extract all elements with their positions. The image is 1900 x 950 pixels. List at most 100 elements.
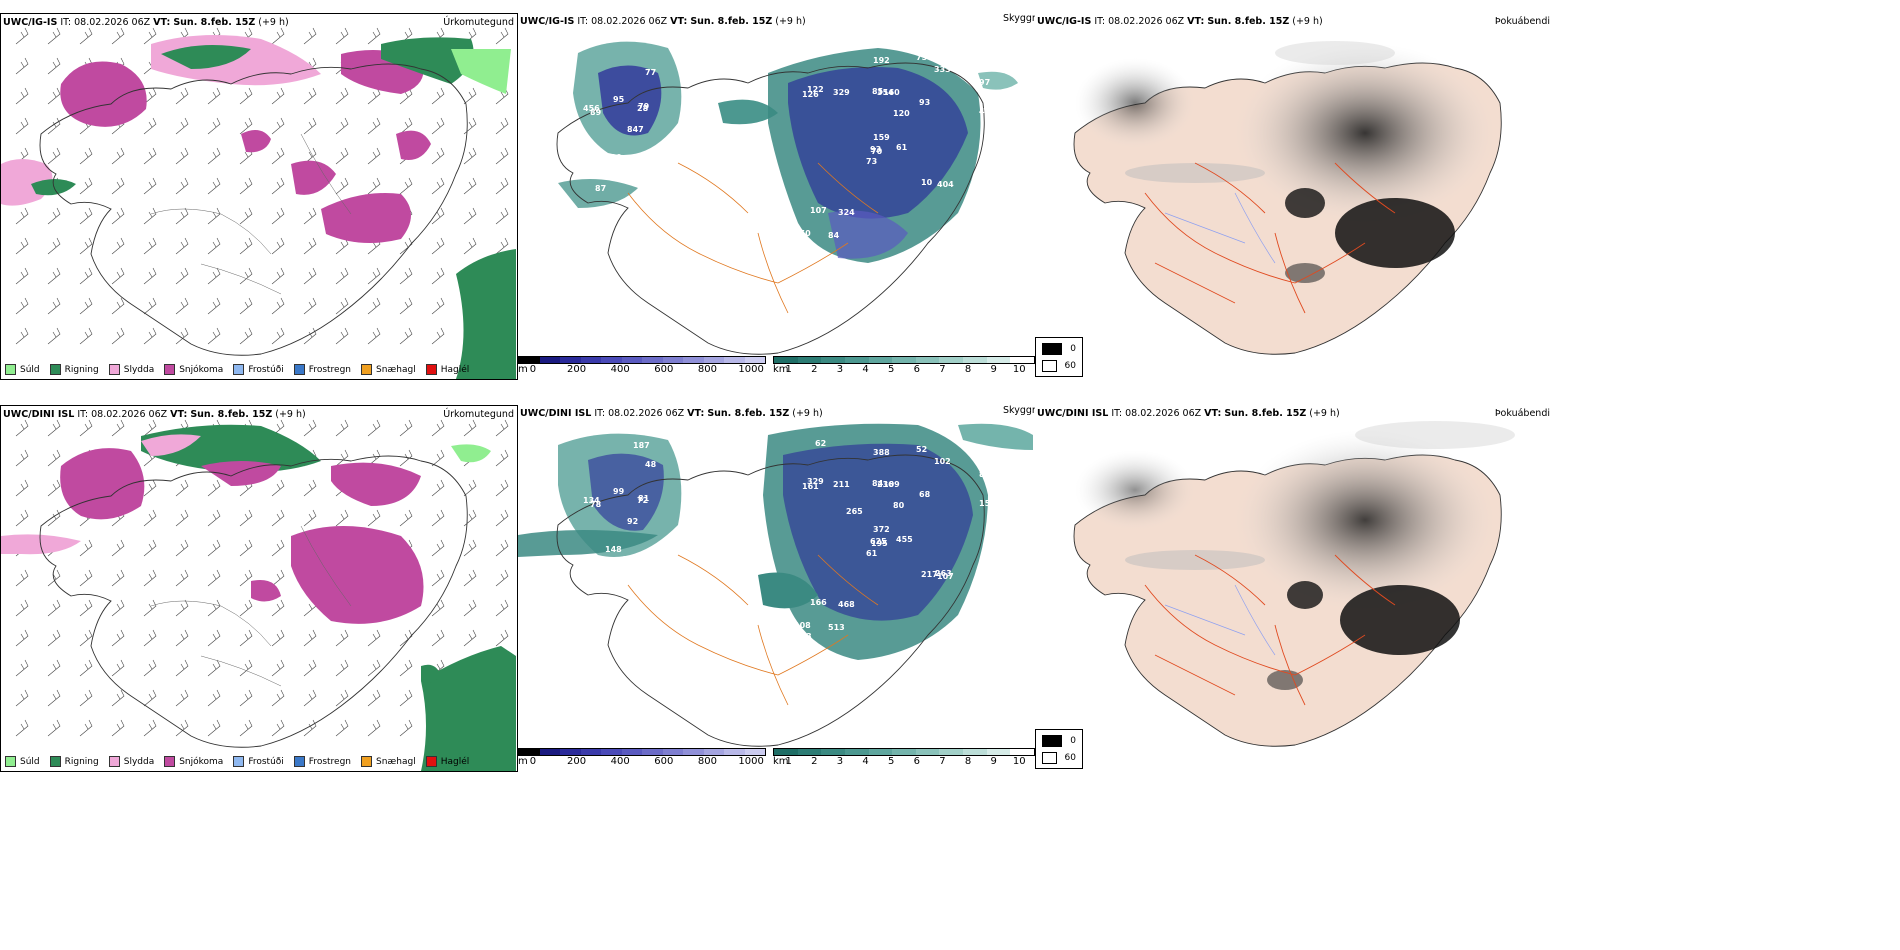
wind-barb bbox=[303, 327, 317, 345]
wind-barb bbox=[15, 599, 29, 617]
ceiling-value-label: 93 bbox=[870, 145, 881, 154]
wind-barb bbox=[15, 569, 29, 587]
fog-legend-item: 60 bbox=[1042, 752, 1076, 764]
fog-panel-top: UWC/IG-IS IT: 08.02.2026 06Z VT: Sun. 8.… bbox=[1035, 13, 1552, 380]
wind-barb bbox=[399, 449, 413, 467]
legend-swatch bbox=[49, 756, 61, 767]
ceiling-value-label: 103 bbox=[975, 249, 992, 258]
precip-legend-item: Snæhagl bbox=[361, 364, 416, 375]
wind-barb bbox=[431, 297, 445, 315]
wind-barb bbox=[431, 207, 445, 225]
wind-barb bbox=[303, 267, 317, 285]
ceiling-value-label: 354 bbox=[877, 88, 894, 97]
ceiling-value-label: 324 bbox=[838, 208, 855, 217]
legend-label: Súld bbox=[20, 756, 40, 767]
wind-barb bbox=[175, 659, 189, 677]
colorbar-tick: 1000 bbox=[738, 364, 764, 375]
colorbar-tick: 0 bbox=[529, 364, 537, 375]
ceiling-value-label: 192 bbox=[873, 56, 890, 65]
wind-barb bbox=[207, 87, 221, 105]
ceiling-value-label: 109 bbox=[883, 480, 900, 489]
wind-barb bbox=[431, 147, 445, 165]
wind-barb bbox=[303, 117, 317, 135]
wind-barb bbox=[335, 267, 349, 285]
wind-barb bbox=[143, 539, 157, 557]
wind-barb bbox=[143, 659, 157, 677]
precip-legend-item: Súld bbox=[5, 364, 40, 375]
fog-legend-label: 60 bbox=[1064, 753, 1076, 763]
legend-swatch bbox=[425, 756, 437, 767]
wind-barb bbox=[399, 509, 413, 527]
ceiling-value-label: 198 bbox=[973, 225, 990, 234]
wind-barb bbox=[143, 689, 157, 707]
wind-barb bbox=[335, 327, 349, 345]
ceiling-value-label: 136 bbox=[973, 617, 990, 626]
ceiling-value-label: 78 bbox=[590, 500, 602, 509]
colorbar-cell bbox=[703, 749, 724, 755]
wind-barb bbox=[335, 509, 349, 527]
precip-legend-item: Slydda bbox=[108, 364, 154, 375]
wind-barb bbox=[175, 237, 189, 255]
fog-legend-swatch bbox=[1042, 360, 1057, 372]
wind-barb bbox=[175, 629, 189, 647]
wind-barb bbox=[367, 297, 381, 315]
wind-barb bbox=[303, 629, 317, 647]
legend-label: Rigning bbox=[64, 364, 99, 375]
wind-barb bbox=[175, 719, 189, 737]
wind-barb bbox=[431, 237, 445, 255]
colorbar-tick: 600 bbox=[654, 756, 674, 767]
colorbar-cell bbox=[939, 357, 964, 363]
colorbar-tick: 400 bbox=[610, 364, 630, 375]
fog-legend-swatch bbox=[1042, 343, 1063, 355]
wind-barb bbox=[79, 147, 93, 165]
colorbar-tick: 0 bbox=[529, 756, 537, 767]
wind-barb bbox=[239, 629, 253, 647]
wind-barb bbox=[207, 659, 221, 677]
legend-swatch bbox=[49, 364, 61, 375]
wind-barb bbox=[463, 147, 477, 165]
wind-barb bbox=[175, 539, 189, 557]
colorbar-cell bbox=[519, 357, 540, 363]
wind-barb bbox=[335, 27, 349, 45]
colorbar-tick: 600 bbox=[654, 364, 674, 375]
ceiling-value-label: 404 bbox=[937, 180, 954, 189]
visibility-colorbar-ticks: km 1 2 3 4 5 6 7 8 9 10 bbox=[773, 756, 1035, 768]
colorbar-cell bbox=[744, 749, 765, 755]
ceiling-value-label: 487 bbox=[979, 107, 996, 116]
wind-barb bbox=[207, 719, 221, 737]
colorbar-unit: km bbox=[773, 756, 789, 767]
wind-barb bbox=[303, 509, 317, 527]
colorbar-cell bbox=[560, 749, 581, 755]
colorbar-cell bbox=[963, 749, 987, 755]
fog-map bbox=[1073, 421, 1515, 747]
ceiling-value-label: 62 bbox=[815, 439, 826, 448]
wind-barb bbox=[15, 659, 29, 677]
ceiling-value-label: 97 bbox=[622, 555, 633, 564]
wind-barb bbox=[15, 479, 29, 497]
fog-legend-label: 60 bbox=[1064, 361, 1076, 371]
colorbar-cell bbox=[939, 749, 964, 755]
wind-barb bbox=[367, 177, 381, 195]
wind-barb bbox=[47, 689, 61, 707]
colorbar-cell bbox=[892, 749, 916, 755]
colorbar-cell bbox=[1010, 357, 1035, 363]
colorbar-cell bbox=[580, 357, 601, 363]
wind-barb bbox=[47, 509, 61, 527]
wind-barb bbox=[111, 599, 125, 617]
colorbar-tick: 9 bbox=[990, 364, 997, 375]
wind-barb bbox=[175, 509, 189, 527]
wind-barb bbox=[431, 177, 445, 195]
wind-barb bbox=[79, 719, 93, 737]
ceiling-value-label: 468 bbox=[838, 600, 855, 609]
wind-barb bbox=[143, 599, 157, 617]
wind-barb bbox=[239, 569, 253, 587]
legend-swatch bbox=[361, 756, 373, 767]
wind-barb bbox=[79, 297, 93, 315]
wind-barbs bbox=[15, 419, 509, 737]
wind-barb bbox=[175, 267, 189, 285]
wind-barb bbox=[47, 629, 61, 647]
precip-legend-item: Frostregn bbox=[293, 756, 351, 767]
wind-barb bbox=[367, 117, 381, 135]
wind-barb bbox=[239, 689, 253, 707]
wind-barb bbox=[47, 27, 61, 45]
